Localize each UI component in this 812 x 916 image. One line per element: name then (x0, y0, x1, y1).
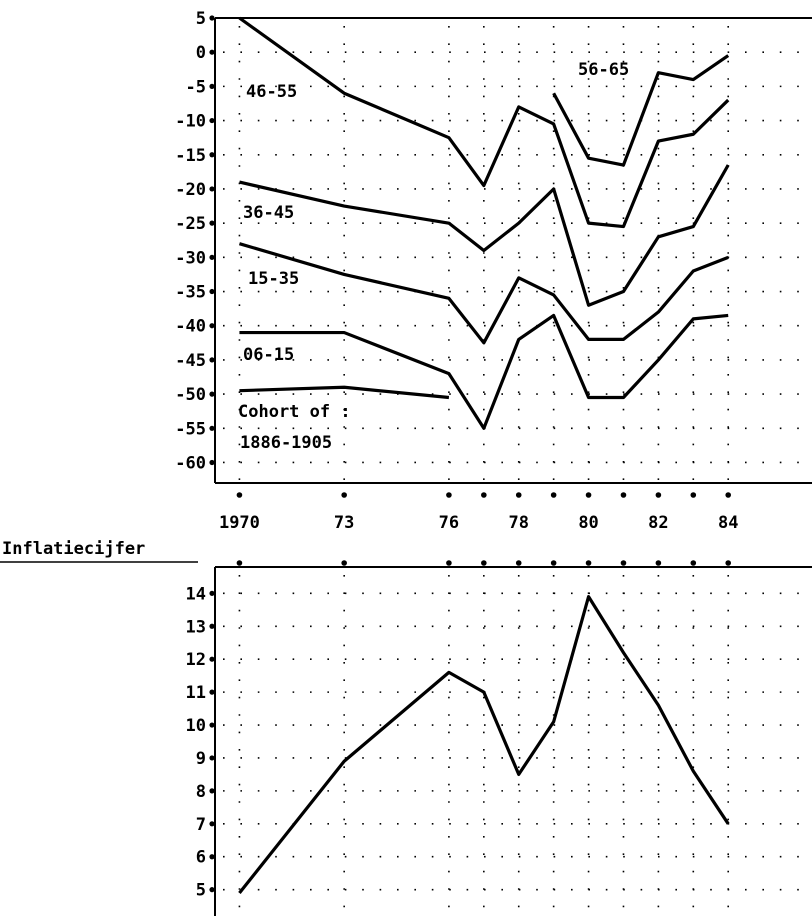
x-tick-label: 73 (334, 513, 354, 533)
x-tick (236, 560, 243, 566)
y-tick (209, 689, 215, 695)
x-tick (550, 492, 557, 498)
series-line (238, 242, 729, 345)
y-tick-label: 7 (196, 815, 206, 835)
y-tick-label: 10 (186, 716, 206, 736)
y-tick (209, 323, 215, 329)
y-tick (209, 117, 215, 124)
y-tick-label: -55 (175, 419, 206, 439)
y-tick (209, 623, 215, 629)
y-tick (209, 15, 215, 21)
x-tick (655, 560, 662, 566)
x-tick (655, 492, 662, 498)
x-tick (446, 560, 452, 566)
y-tick (209, 656, 215, 662)
x-tick (515, 492, 522, 498)
y-tick-label: 11 (186, 683, 206, 703)
y-tick (209, 722, 215, 728)
y-tick (209, 83, 215, 89)
y-tick-label: 8 (196, 782, 206, 802)
x-tick (690, 492, 697, 498)
x-tick (725, 560, 732, 566)
series-label: 1886-1905 (240, 433, 332, 453)
series-line (239, 313, 729, 430)
series-label: 06-15 (243, 345, 294, 365)
x-tick-label: 84 (718, 513, 738, 533)
y-tick-label: 14 (186, 584, 206, 604)
y-tick (209, 186, 215, 192)
series-label: 56-65 (578, 60, 629, 80)
x-tick (585, 492, 592, 498)
y-tick-label: 0 (196, 43, 206, 63)
x-tick (341, 560, 347, 566)
series-line (239, 164, 730, 307)
y-tick-label: -20 (175, 180, 206, 200)
series-line (238, 595, 730, 894)
y-tick-label: -5 (186, 77, 206, 97)
series-label: 15-35 (248, 269, 299, 289)
y-tick-label: 6 (196, 848, 206, 868)
y-tick-label: 13 (186, 617, 206, 637)
y-tick-label: -35 (175, 283, 206, 303)
y-tick-label: -15 (175, 146, 206, 166)
x-tick-label: 76 (439, 513, 459, 533)
x-tick (585, 560, 592, 566)
series-line (239, 385, 450, 400)
annotation: Cohort of : (238, 402, 351, 422)
y-tick (209, 854, 215, 860)
y-tick (209, 755, 215, 761)
x-tick (550, 560, 557, 566)
x-tick (236, 492, 243, 498)
y-tick-label: -25 (175, 214, 206, 234)
y-tick (209, 391, 215, 397)
y-tick-label: -30 (175, 248, 206, 268)
y-tick-label: 5 (196, 881, 206, 901)
y-tick (209, 288, 215, 295)
x-tick-label: 80 (578, 513, 598, 533)
x-tick (481, 560, 487, 566)
y-tick (209, 590, 215, 596)
x-tick (446, 492, 452, 498)
x-tick (690, 560, 697, 566)
x-tick (481, 492, 487, 498)
y-tick (209, 152, 215, 158)
y-tick-label: 5 (196, 9, 206, 29)
y-tick (209, 425, 215, 431)
series-label: 36-45 (243, 203, 294, 223)
chart-title: Inflatiecijfer (2, 539, 145, 559)
series-line (552, 54, 730, 167)
y-tick (209, 788, 215, 794)
y-tick-label: -10 (175, 112, 206, 132)
y-tick (209, 49, 215, 55)
y-tick (209, 459, 215, 466)
y-tick (209, 821, 215, 827)
y-tick-label: -50 (175, 385, 206, 405)
y-tick-label: -40 (175, 317, 206, 337)
x-tick (620, 492, 627, 498)
y-tick-label: -45 (175, 351, 206, 371)
y-tick-label: 12 (186, 650, 206, 670)
series-label: 46-55 (246, 82, 297, 102)
y-tick (209, 254, 215, 260)
x-tick (620, 560, 627, 566)
y-tick (209, 220, 215, 226)
x-tick (515, 560, 522, 566)
y-tick-label: -60 (175, 453, 206, 473)
y-tick (209, 887, 215, 893)
x-tick-label: 1970 (219, 513, 260, 533)
x-tick (341, 492, 347, 498)
x-tick-label: 82 (648, 513, 668, 533)
y-tick (209, 357, 215, 363)
series-line (238, 16, 730, 229)
x-tick (725, 492, 732, 498)
x-tick-label: 78 (508, 513, 528, 533)
y-tick-label: 9 (196, 749, 206, 769)
